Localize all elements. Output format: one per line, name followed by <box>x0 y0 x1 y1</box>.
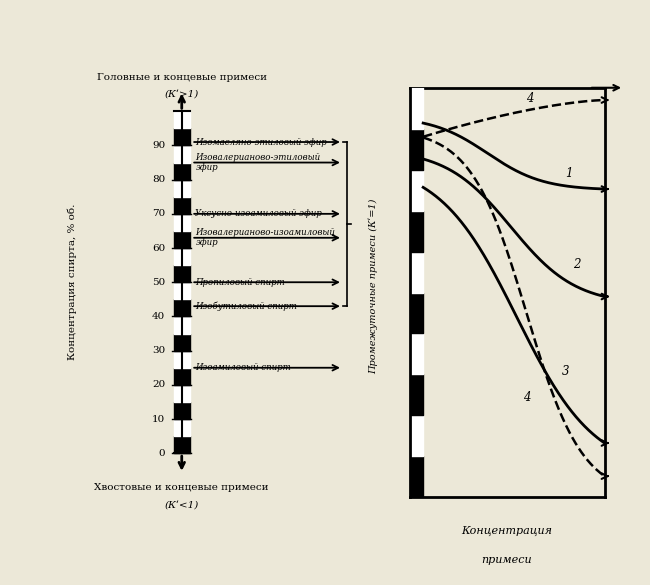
Text: 40: 40 <box>152 312 165 321</box>
Text: 4: 4 <box>526 92 534 105</box>
Text: Промежуточные примеси (Кʹ=1): Промежуточные примеси (Кʹ=1) <box>369 199 378 374</box>
Text: 30: 30 <box>152 346 165 355</box>
Text: 20: 20 <box>152 380 165 390</box>
Text: 90: 90 <box>152 141 165 150</box>
Text: 3: 3 <box>562 364 569 378</box>
Text: 2: 2 <box>573 258 581 271</box>
Text: Концентрация: Концентрация <box>462 526 552 536</box>
Text: Изовалерианово-изоамиловый
эфир: Изовалерианово-изоамиловый эфир <box>196 228 335 247</box>
Text: 1: 1 <box>566 167 573 180</box>
Text: 10: 10 <box>152 415 165 424</box>
Text: Хвостовые и концевые примеси: Хвостовые и концевые примеси <box>94 483 269 492</box>
Text: Уксусно-изоамиловый эфир: Уксусно-изоамиловый эфир <box>196 209 322 218</box>
Text: (Кʹ>1): (Кʹ>1) <box>164 90 199 99</box>
Text: 50: 50 <box>152 278 165 287</box>
Text: (Кʹ<1): (Кʹ<1) <box>164 500 199 509</box>
Text: Изобутиловый спирт: Изобутиловый спирт <box>196 301 297 311</box>
Text: Изомасляно-этиловый эфир: Изомасляно-этиловый эфир <box>196 137 327 146</box>
Text: Головные и концевые примеси: Головные и концевые примеси <box>97 73 266 81</box>
Text: Изовалерианово-этиловый
эфир: Изовалерианово-этиловый эфир <box>196 153 320 172</box>
Text: Изоамиловый спирт: Изоамиловый спирт <box>196 363 291 372</box>
Text: 80: 80 <box>152 175 165 184</box>
Text: примеси: примеси <box>482 555 532 565</box>
Text: 60: 60 <box>152 243 165 253</box>
Text: Концентрация спирта, % об.: Концентрация спирта, % об. <box>68 204 77 360</box>
Text: 4: 4 <box>523 391 530 404</box>
Text: 70: 70 <box>152 209 165 218</box>
Text: 0: 0 <box>159 449 165 457</box>
Text: Пропиловый спирт: Пропиловый спирт <box>196 278 285 287</box>
